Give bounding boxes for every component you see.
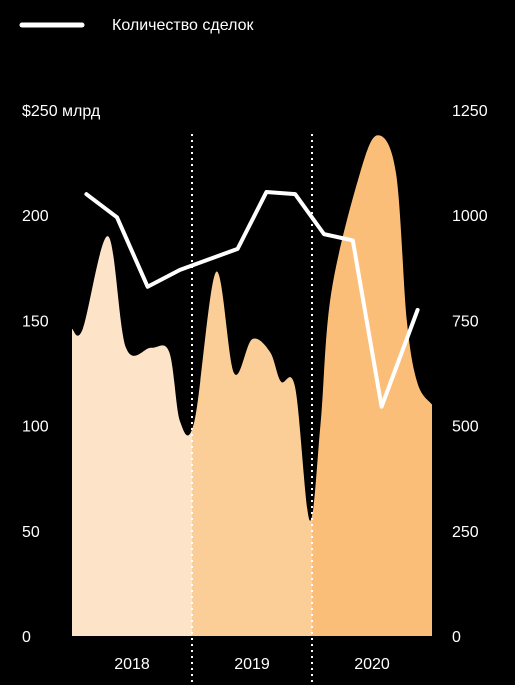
year-band-2018	[72, 135, 193, 636]
right-tick-label: 1250	[452, 103, 488, 120]
right-tick-label: 1000	[452, 208, 488, 225]
x-tick-label: 2020	[354, 656, 390, 673]
left-axis-title: $250 млрд	[22, 103, 101, 120]
right-tick-label: 750	[452, 313, 479, 330]
right-tick-label: 250	[452, 524, 479, 541]
left-axis: 200 150 100 50 0	[22, 208, 49, 646]
legend: Количество сделок	[19, 17, 254, 34]
year-band-2019	[192, 135, 313, 636]
left-tick-label: 50	[22, 524, 40, 541]
left-tick-label: 150	[22, 313, 49, 330]
x-tick-label: 2018	[114, 656, 150, 673]
left-tick-label: 100	[22, 419, 49, 436]
left-tick-label: 0	[22, 629, 31, 646]
right-tick-label: 500	[452, 419, 479, 436]
deal-count-line	[84, 190, 420, 409]
year-bands	[72, 135, 432, 636]
right-axis: 1250 1000 750 500 250 0	[452, 103, 488, 646]
right-tick-label: 0	[452, 629, 461, 646]
x-tick-label: 2019	[234, 656, 270, 673]
year-dividers	[191, 134, 313, 685]
left-tick-label: 200	[22, 208, 49, 225]
x-axis: 2018 2019 2020	[114, 656, 390, 673]
legend-label: Количество сделок	[112, 17, 254, 34]
